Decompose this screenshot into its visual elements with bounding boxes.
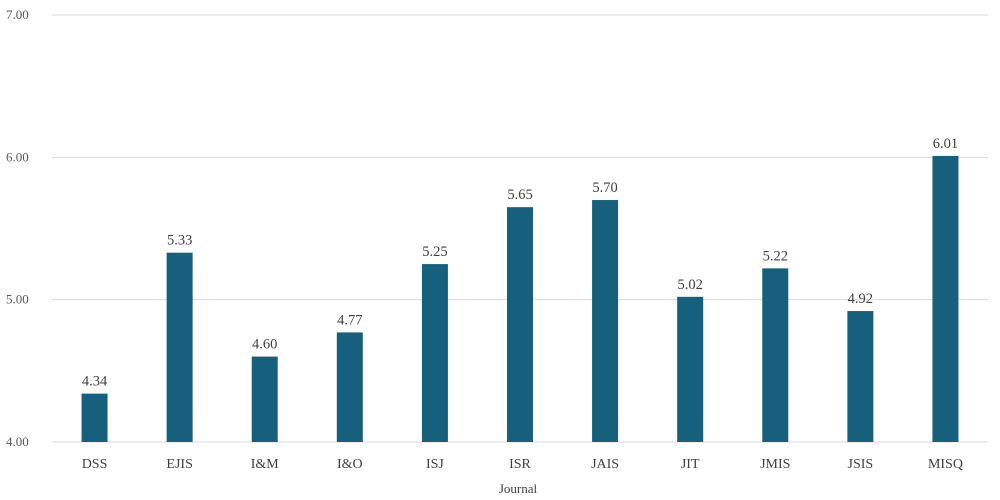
data-label: 6.01 — [933, 136, 958, 152]
data-label: 5.65 — [507, 187, 532, 203]
x-category-label: DSS — [82, 457, 108, 472]
data-label: 5.22 — [763, 248, 788, 264]
y-tick-label: 4.00 — [6, 434, 29, 449]
x-category-label: MISQ — [928, 457, 963, 472]
bar-jsis — [847, 311, 874, 442]
x-category-label: JAIS — [591, 457, 619, 472]
x-category-label: ISR — [509, 457, 531, 472]
data-label: 5.25 — [422, 244, 447, 260]
bars — [81, 155, 959, 442]
bar-isj — [421, 264, 448, 442]
bar-jit — [677, 296, 704, 442]
bar-dss — [81, 393, 108, 442]
x-category-label: ISJ — [426, 457, 444, 472]
bar-jmis — [762, 268, 789, 442]
x-category-label: I&M — [251, 457, 280, 472]
x-axis-categories: DSS EJIS I&M I&O ISJ ISR JAIS JIT JMIS JSIS MISQ — [82, 457, 963, 472]
data-label: 4.77 — [337, 312, 362, 328]
bar-jais — [592, 200, 619, 442]
y-axis-ticks: 4.00 5.00 6.00 7.00 — [6, 7, 29, 449]
data-labels: 4.34 5.33 4.60 4.77 5.25 5.65 5.70 5.02 5.22 4.92… — [82, 136, 958, 390]
bar-isr — [507, 207, 533, 442]
data-label: 4.92 — [848, 291, 873, 307]
y-tick-label: 6.00 — [6, 149, 29, 164]
y-tick-label: 5.00 — [6, 292, 29, 307]
y-tick-label: 7.00 — [6, 7, 29, 22]
x-category-label: JMIS — [760, 457, 790, 472]
data-label: 5.33 — [167, 233, 192, 249]
x-axis-title: Journal — [499, 481, 538, 496]
x-category-label: EJIS — [166, 457, 192, 472]
bar-ejis — [166, 252, 193, 442]
data-label: 5.70 — [592, 180, 617, 196]
data-label: 4.60 — [252, 337, 277, 353]
data-label: 5.02 — [677, 277, 702, 293]
bar-im — [251, 356, 278, 442]
bar-io — [336, 332, 363, 442]
x-category-label: JSIS — [848, 457, 874, 472]
bar-misq — [932, 155, 959, 442]
data-label: 4.34 — [82, 374, 108, 390]
x-category-label: I&O — [337, 457, 363, 472]
x-category-label: JIT — [681, 457, 700, 472]
